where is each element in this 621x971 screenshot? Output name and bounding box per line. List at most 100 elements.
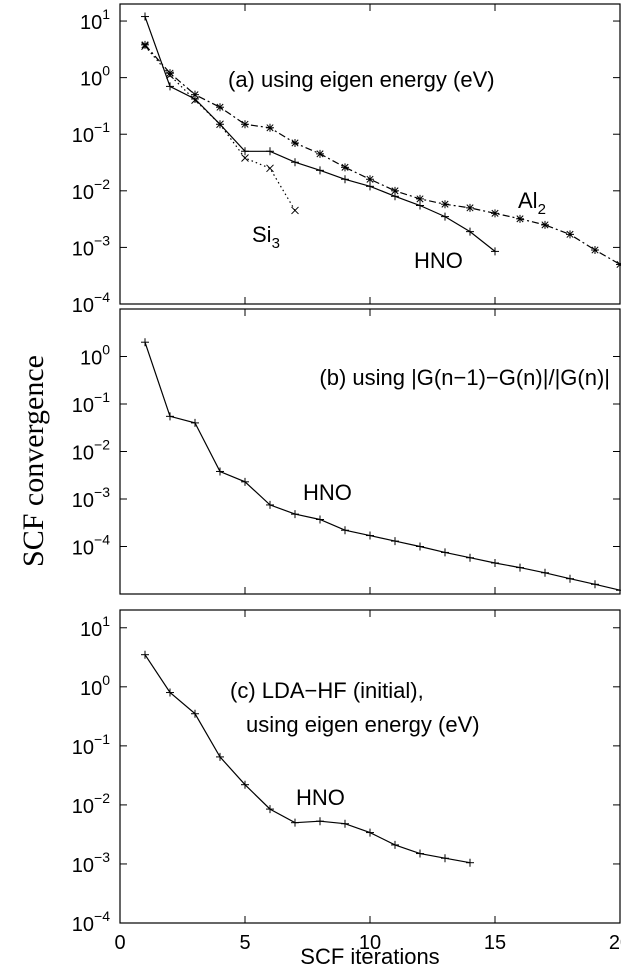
data-point-hno bbox=[141, 12, 149, 21]
data-point-al2 bbox=[216, 103, 224, 112]
data-point-al2 bbox=[241, 120, 249, 129]
ytick-mantissa: 10 bbox=[72, 914, 94, 936]
panel-a-ytick-label: 10−3 bbox=[72, 232, 110, 260]
data-point-hno bbox=[516, 563, 524, 572]
data-point-hno bbox=[291, 158, 299, 167]
ytick-mantissa: 10 bbox=[72, 490, 94, 512]
data-point-hno bbox=[391, 840, 399, 849]
data-point-hno bbox=[241, 477, 249, 486]
panel-c-xticks: 0 5 10 15 20 bbox=[114, 610, 621, 954]
ytick-mantissa: 10 bbox=[80, 348, 102, 370]
data-point-hno bbox=[216, 467, 224, 476]
data-point-hno bbox=[266, 147, 274, 156]
data-point-al2 bbox=[366, 175, 374, 184]
series-label-hno-b: HNO bbox=[303, 480, 352, 505]
panel-a-annotation: (a) using eigen energy (eV) bbox=[228, 67, 495, 92]
data-point-si3 bbox=[191, 96, 199, 105]
ytick-exponent: 0 bbox=[102, 672, 110, 688]
data-point-al2 bbox=[391, 186, 399, 195]
xtick-label: 5 bbox=[239, 932, 250, 954]
panel-b-series bbox=[141, 338, 621, 595]
panel-c-series bbox=[141, 650, 474, 867]
xtick-label: 15 bbox=[484, 932, 506, 954]
panel-a-series bbox=[141, 12, 621, 269]
data-point-hno bbox=[391, 537, 399, 546]
panel-b-ytick-label: 10−2 bbox=[72, 437, 110, 465]
data-point-al2 bbox=[516, 214, 524, 223]
data-point-al2 bbox=[341, 163, 349, 172]
ytick-mantissa: 10 bbox=[72, 538, 94, 560]
ytick-mantissa: 10 bbox=[72, 238, 94, 260]
data-point-hno bbox=[316, 166, 324, 175]
ytick-exponent: −1 bbox=[94, 119, 110, 135]
data-point-al2 bbox=[266, 123, 274, 132]
panel-c-ytick-label: 10−4 bbox=[72, 908, 110, 936]
panel-c-ytick-label: 10−3 bbox=[72, 849, 110, 877]
ytick-mantissa: 10 bbox=[80, 12, 102, 34]
data-point-al2 bbox=[291, 138, 299, 147]
data-point-hno bbox=[366, 828, 374, 837]
panel-a-ytick-label: 100 bbox=[80, 63, 110, 91]
data-point-hno bbox=[316, 515, 324, 524]
data-point-hno bbox=[441, 548, 449, 557]
data-point-si3 bbox=[241, 154, 249, 162]
data-point-hno bbox=[166, 82, 174, 91]
ytick-exponent: −4 bbox=[94, 908, 110, 924]
data-point-si3 bbox=[166, 71, 174, 80]
series-label-si3: Si3 bbox=[252, 222, 280, 252]
ytick-exponent: 1 bbox=[102, 613, 110, 629]
data-point-hno bbox=[416, 849, 424, 858]
panel-a-ytick-label: 10−4 bbox=[72, 289, 110, 317]
data-point-al2 bbox=[491, 209, 499, 218]
data-point-hno bbox=[341, 819, 349, 828]
ytick-exponent: −1 bbox=[94, 731, 110, 747]
series-label-si3-main: Si bbox=[252, 222, 272, 247]
data-point-hno bbox=[366, 531, 374, 540]
data-point-al2 bbox=[191, 90, 199, 99]
data-point-hno bbox=[191, 418, 199, 427]
panel-a-ytick-label: 10−1 bbox=[72, 119, 110, 147]
ytick-exponent: −2 bbox=[94, 437, 110, 453]
panel-b-annotation: (b) using |G(n−1)−G(n)|/|G(n)| bbox=[319, 365, 610, 390]
panel-b-ytick-label: 10−4 bbox=[72, 532, 110, 560]
ytick-mantissa: 10 bbox=[72, 796, 94, 818]
ytick-mantissa: 10 bbox=[72, 182, 94, 204]
series-line-al2 bbox=[144, 44, 621, 265]
data-point-si3 bbox=[216, 120, 224, 129]
data-point-hno bbox=[416, 542, 424, 551]
panel-c-frame bbox=[119, 609, 621, 924]
ytick-exponent: −2 bbox=[94, 790, 110, 806]
series-label-al2: Al2 bbox=[518, 188, 546, 218]
data-point-al2 bbox=[541, 220, 549, 229]
data-point-hno bbox=[441, 212, 449, 221]
data-point-hno bbox=[141, 338, 149, 347]
data-point-hno bbox=[341, 526, 349, 535]
data-point-hno bbox=[366, 182, 374, 191]
data-point-hno bbox=[266, 500, 274, 509]
panel-a-frame bbox=[119, 3, 621, 305]
panel-c-annotation-line2: using eigen energy (eV) bbox=[246, 712, 480, 737]
data-point-hno bbox=[316, 817, 324, 826]
ytick-mantissa: 10 bbox=[72, 295, 94, 317]
xtick-label: 0 bbox=[114, 932, 125, 954]
ytick-mantissa: 10 bbox=[80, 619, 102, 641]
data-point-al2 bbox=[591, 245, 599, 254]
data-point-al2 bbox=[566, 230, 574, 239]
data-point-si3 bbox=[141, 42, 149, 50]
data-point-al2 bbox=[416, 194, 424, 203]
ytick-mantissa: 10 bbox=[80, 69, 102, 91]
ytick-exponent: −1 bbox=[94, 389, 110, 405]
ytick-exponent: −4 bbox=[94, 289, 110, 305]
panel-c-ytick-label: 100 bbox=[80, 672, 110, 700]
data-point-si3 bbox=[291, 206, 299, 215]
data-point-hno bbox=[466, 227, 474, 236]
series-line-hno bbox=[144, 654, 471, 864]
data-point-hno bbox=[541, 568, 549, 577]
data-point-hno bbox=[291, 818, 299, 827]
panel-c-ytick-label: 10−1 bbox=[72, 731, 110, 759]
